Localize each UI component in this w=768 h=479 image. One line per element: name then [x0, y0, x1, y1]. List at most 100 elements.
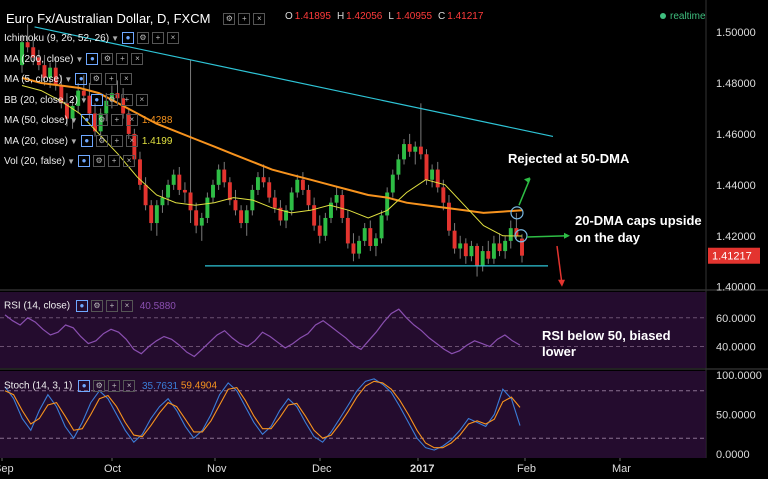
dropdown-icon[interactable]: ▼ — [111, 34, 119, 43]
candle-body — [138, 159, 142, 185]
add-icon[interactable]: + — [116, 52, 129, 65]
settings-icon[interactable]: ⚙ — [95, 134, 108, 147]
add-icon[interactable]: + — [105, 300, 118, 312]
dropdown-icon[interactable]: ▼ — [75, 54, 84, 64]
dropdown-icon[interactable]: ▼ — [79, 95, 88, 105]
candle-body — [126, 113, 131, 134]
stoch-d-line — [4, 380, 521, 449]
settings-icon[interactable]: ⚙ — [90, 300, 103, 312]
candle-body — [441, 187, 446, 203]
symbol-title[interactable]: Euro Fx/Australian Dollar, D, FXCM — [6, 11, 211, 26]
indicator-row[interactable]: MA (20, close) ▼ ● ⚙ + × 1.4199 — [4, 134, 172, 149]
eye-icon[interactable]: ● — [86, 52, 99, 65]
candle-body — [362, 228, 367, 241]
candle-body — [222, 169, 227, 183]
candle-body — [93, 113, 97, 132]
indicator-label[interactable]: MA (200, close) — [4, 53, 74, 65]
candle-body — [452, 230, 457, 249]
candle-body — [160, 197, 165, 206]
close-icon[interactable]: × — [131, 52, 144, 65]
dropdown-icon[interactable]: ▼ — [67, 157, 76, 166]
indicator-label[interactable]: BB (20, close, 2) — [4, 94, 78, 106]
dropdown-icon[interactable]: ▼ — [69, 116, 78, 125]
indicator-row[interactable]: Ichimoku (9, 26, 52, 26) ▼ ● ⚙ + × — [4, 32, 179, 46]
close-icon[interactable]: × — [253, 13, 266, 26]
add-icon[interactable]: + — [120, 93, 133, 106]
settings-icon[interactable]: ⚙ — [93, 380, 106, 392]
candle-body — [278, 207, 283, 221]
close-icon[interactable]: × — [123, 155, 136, 168]
close-icon[interactable]: × — [125, 134, 138, 147]
x-tick-label: Oct — [104, 463, 121, 475]
indicator-label[interactable]: Ichimoku (9, 26, 52, 26) — [4, 33, 110, 44]
indicator-row[interactable]: Vol (20, false) ▼ ● ⚙ + × — [4, 155, 136, 169]
add-icon[interactable]: + — [151, 32, 164, 45]
stoch-k-value: 35.7631 — [141, 380, 179, 392]
y-tick-label: 1.40000 — [716, 282, 756, 294]
indicator-row[interactable]: BB (20, close, 2) ▼ ● ⚙ + × — [4, 93, 148, 108]
candle-body — [520, 238, 524, 256]
indicator-row[interactable]: MA (50, close) ▼ ● ⚙ + × 1.4288 — [4, 114, 172, 128]
candle-body — [385, 192, 390, 216]
indicator-label[interactable]: MA (20, close) — [4, 135, 68, 147]
add-icon[interactable]: + — [108, 380, 121, 392]
settings-icon[interactable]: ⚙ — [136, 32, 149, 45]
settings-icon[interactable]: ⚙ — [95, 114, 108, 127]
candle-body — [317, 225, 322, 236]
indicator-label[interactable]: Vol (20, false) — [4, 156, 66, 167]
y-tick-label: 1.42000 — [716, 231, 756, 243]
stoch-k-line — [4, 378, 521, 451]
close-icon[interactable]: × — [120, 300, 133, 312]
add-icon[interactable]: + — [110, 134, 123, 147]
candle-body — [267, 182, 272, 198]
eye-icon[interactable]: ● — [80, 114, 93, 127]
close-icon[interactable]: × — [123, 380, 136, 392]
close-icon[interactable]: × — [120, 73, 133, 86]
candle-body — [239, 210, 244, 224]
candle-body — [306, 189, 311, 206]
candle-body — [149, 205, 154, 224]
candle-body — [329, 202, 333, 218]
eye-icon[interactable]: ● — [90, 93, 103, 106]
dropdown-icon[interactable]: ▼ — [64, 75, 73, 84]
add-icon[interactable]: + — [108, 155, 121, 168]
indicator-row[interactable]: MA (200, close) ▼ ● ⚙ + × — [4, 52, 144, 67]
close-icon[interactable]: × — [166, 32, 179, 45]
eye-icon[interactable]: ● — [78, 155, 91, 168]
stoch-tick-label: 0.0000 — [716, 449, 750, 461]
eye-icon[interactable]: ● — [80, 134, 93, 147]
close-icon[interactable]: × — [135, 93, 148, 106]
candle-body — [373, 238, 378, 246]
settings-icon[interactable]: ⚙ — [90, 73, 103, 86]
last-price-tag — [708, 247, 760, 264]
indicator-label[interactable]: MA (5, close) — [4, 74, 63, 85]
settings-icon[interactable]: ⚙ — [93, 155, 106, 168]
settings-icon[interactable]: ⚙ — [105, 93, 118, 106]
candle-body — [390, 174, 395, 193]
add-icon[interactable]: + — [105, 73, 118, 86]
candle-body — [154, 205, 159, 224]
candle-body — [42, 65, 47, 78]
settings-icon[interactable]: ⚙ — [101, 52, 114, 65]
close-icon[interactable]: × — [125, 114, 138, 127]
stoch-label[interactable]: Stoch (14, 3, 1) — [4, 380, 73, 392]
candle-body — [166, 184, 171, 198]
eye-icon[interactable]: ● — [75, 300, 88, 312]
realtime-label: realtime — [670, 11, 706, 22]
annotation-rsi-line2: lower — [542, 344, 576, 359]
eye-icon[interactable]: ● — [78, 380, 91, 392]
candle-body — [143, 184, 148, 206]
candle-body — [109, 93, 114, 101]
settings-icon[interactable]: ⚙ — [223, 13, 236, 26]
add-icon[interactable]: + — [238, 13, 251, 26]
candle-body — [31, 47, 36, 58]
eye-icon[interactable]: ● — [75, 73, 88, 86]
indicator-value: 1.4288 — [141, 115, 173, 126]
eye-icon[interactable]: ● — [121, 32, 134, 45]
dropdown-icon[interactable]: ▼ — [69, 136, 78, 146]
indicator-label[interactable]: MA (50, close) — [4, 115, 68, 126]
rsi-label[interactable]: RSI (14, close) — [4, 300, 71, 312]
indicator-row[interactable]: MA (5, close) ▼ ● ⚙ + × — [4, 73, 133, 87]
add-icon[interactable]: + — [110, 114, 123, 127]
